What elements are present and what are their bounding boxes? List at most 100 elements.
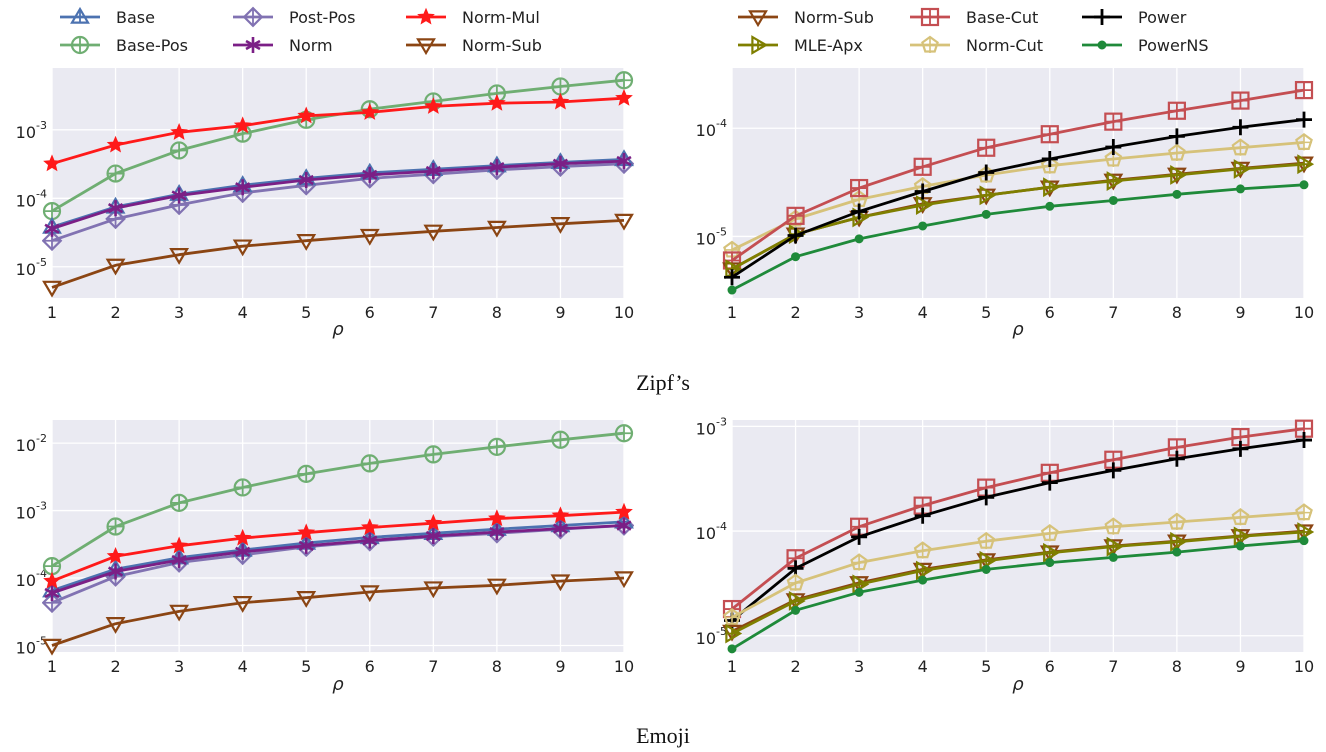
y-tick-label: 10 xyxy=(696,121,716,140)
point-norm xyxy=(552,155,569,172)
point-power xyxy=(724,269,740,286)
point-power xyxy=(787,227,804,244)
point-norm-cut xyxy=(786,573,805,591)
point-norm-sub xyxy=(359,228,380,246)
point-norm-mul xyxy=(360,103,379,120)
point-powerns xyxy=(1172,547,1182,557)
point-powerns xyxy=(727,644,737,654)
legend-item-norm-sub: Norm-Sub xyxy=(406,36,542,56)
x-tick-label: 3 xyxy=(854,303,864,322)
legend-label: Norm-Mul xyxy=(462,8,540,27)
series-group xyxy=(722,80,1314,295)
point-base-pos xyxy=(424,445,443,464)
point-base-pos xyxy=(106,164,125,183)
series-group xyxy=(722,419,1314,654)
x-tick-label: 4 xyxy=(238,303,248,322)
point-power xyxy=(1232,119,1249,136)
point-mle-apx xyxy=(1043,177,1060,198)
point-mle-apx xyxy=(1297,154,1314,175)
x-axis-label: ρ xyxy=(332,674,344,695)
x-tick-label: 7 xyxy=(428,657,438,676)
point-norm-sub xyxy=(614,571,634,589)
point-norm-sub xyxy=(359,585,380,603)
point-norm xyxy=(616,517,632,534)
point-base-cut xyxy=(1294,80,1314,100)
y-tick-label: 10 xyxy=(16,260,36,279)
point-powerns xyxy=(791,252,801,262)
x-tick-label: 6 xyxy=(1045,657,1055,676)
legend-label: Norm-Sub xyxy=(462,36,542,55)
x-tick-label: 9 xyxy=(1235,657,1245,676)
legend-label: MLE-Apx xyxy=(794,36,863,55)
series-line-powerns xyxy=(731,539,1305,651)
series-line-norm xyxy=(51,159,625,231)
point-base-pos xyxy=(614,424,634,443)
x-tick-label: 6 xyxy=(365,657,375,676)
legend-item-base-cut: Base-Cut xyxy=(910,7,1038,27)
x-tick-label: 8 xyxy=(492,657,502,676)
point-norm-sub xyxy=(296,591,317,608)
legend-item-norm-sub: Norm-Sub xyxy=(738,8,874,28)
legend-item-base-pos: Base-Pos xyxy=(60,35,188,55)
y-tick-exponent: -2 xyxy=(36,432,47,445)
point-mle-apx xyxy=(915,560,933,581)
point-power xyxy=(1041,150,1058,167)
x-tick-label: 2 xyxy=(110,657,120,676)
point-norm xyxy=(362,532,378,549)
point-mle-apx xyxy=(788,591,806,611)
point-norm-sub xyxy=(550,217,571,234)
series-norm xyxy=(44,517,632,601)
legend-item-norm: Norm xyxy=(233,36,333,55)
x-tick-label: 10 xyxy=(614,657,634,676)
legend-item-powerns: PowerNS xyxy=(1082,36,1209,55)
plot-area xyxy=(732,68,1304,298)
point-power xyxy=(851,203,868,220)
point-norm-sub xyxy=(42,280,62,298)
point-norm-sub xyxy=(296,234,317,251)
point-base-pos xyxy=(297,464,316,483)
legend-item-post-pos: Post-Pos xyxy=(233,6,355,28)
point-base-cut xyxy=(786,206,805,225)
point-power xyxy=(1168,450,1185,467)
point-norm-mul xyxy=(233,528,252,546)
point-powerns xyxy=(1108,552,1118,562)
legend-item-mle-apx: MLE-Apx xyxy=(738,35,863,55)
y-tick-exponent: -3 xyxy=(36,119,47,132)
point-powerns xyxy=(1045,558,1055,568)
point-norm-mul xyxy=(488,93,506,111)
series-line-norm-cut xyxy=(731,511,1305,619)
point-base-pos xyxy=(233,478,252,497)
point-norm-mul xyxy=(43,154,61,172)
series-line-powerns xyxy=(731,183,1305,292)
point-power xyxy=(851,528,868,545)
legend-item-norm-cut: Norm-Cut xyxy=(910,35,1043,55)
point-norm-cut xyxy=(850,553,869,571)
series-norm-cut xyxy=(723,503,1313,626)
y-tick-label: 10 xyxy=(16,191,36,210)
legend-label: PowerNS xyxy=(1138,36,1209,55)
point-mle-apx xyxy=(979,185,997,206)
point-mle-apx xyxy=(915,195,933,215)
point-norm xyxy=(425,163,441,180)
legend-label: Base xyxy=(116,8,155,27)
point-norm-mul xyxy=(615,88,633,106)
x-tick-label: 1 xyxy=(47,303,57,322)
series-base-cut xyxy=(722,80,1314,270)
point-norm xyxy=(44,584,60,601)
point-norm xyxy=(298,172,314,189)
series-group xyxy=(42,71,634,298)
series-powerns xyxy=(727,180,1309,295)
point-norm-sub xyxy=(423,581,444,599)
x-tick-label: 7 xyxy=(1108,657,1118,676)
x-tick-label: 5 xyxy=(981,657,991,676)
series-line-base-cut xyxy=(731,88,1305,262)
caption-zipf: Zipf’s xyxy=(636,370,690,395)
point-base-pos xyxy=(170,493,189,512)
y-tick-label: 10 xyxy=(696,419,716,438)
point-mle-apx xyxy=(1170,531,1188,552)
point-norm xyxy=(616,153,632,170)
